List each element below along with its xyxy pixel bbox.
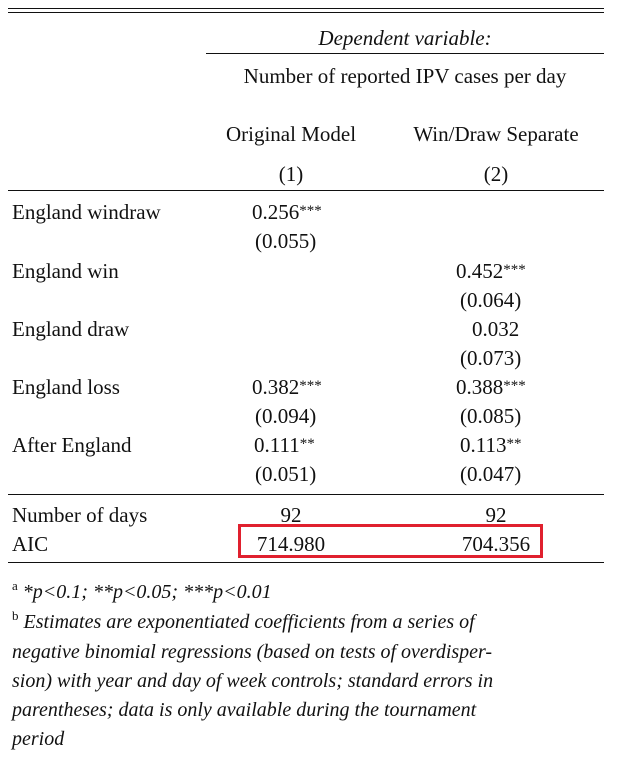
- note-b-line: parentheses; data is only available duri…: [12, 699, 477, 721]
- row-label: England loss: [12, 375, 120, 399]
- coefficients-bottom-rule: [8, 494, 604, 495]
- stat-cell: 92: [485, 503, 507, 527]
- stat-cell: 704.356: [461, 532, 531, 556]
- coef-cell: 0.113**: [460, 433, 522, 457]
- table-notes: a *p<0.1; **p<0.05; ***p<0.01 b Estimate…: [12, 578, 608, 754]
- note-b: b Estimates are exponentiated coefficien…: [12, 608, 475, 633]
- se-cell: (0.055): [255, 229, 317, 253]
- note-a: a *p<0.1; **p<0.05; ***p<0.01: [12, 578, 272, 603]
- stat-cell: 92: [280, 503, 302, 527]
- note-b-line: negative binomial regressions (based on …: [12, 641, 493, 663]
- se-cell: (0.051): [255, 462, 317, 486]
- note-b-line: sion) with year and day of week controls…: [12, 670, 494, 692]
- table-bottom-rule: [8, 562, 604, 563]
- se-cell: (0.085): [460, 404, 522, 428]
- se-cell: (0.073): [460, 346, 522, 370]
- table-top-rule-second: [8, 12, 604, 13]
- coef-cell: 0.256***: [252, 200, 322, 224]
- row-label: England windraw: [12, 200, 161, 224]
- se-cell: (0.064): [460, 288, 522, 312]
- dependent-variable-rule: [206, 53, 604, 54]
- coef-cell: 0.111**: [254, 433, 315, 457]
- coef-cell: 0.388***: [456, 375, 526, 399]
- coef-cell: 0.032: [472, 317, 520, 341]
- dependent-variable-name: Number of reported IPV cases per day: [243, 64, 567, 88]
- se-cell: (0.047): [460, 462, 522, 486]
- column-2-number: (2): [483, 162, 509, 186]
- row-label: England draw: [12, 317, 130, 341]
- stat-label: Number of days: [12, 503, 148, 527]
- aic-highlight-box: [238, 524, 543, 558]
- header-bottom-rule: [8, 190, 604, 191]
- coef-cell: 0.382***: [252, 375, 322, 399]
- stat-label: AIC: [12, 532, 49, 556]
- row-label: After England: [12, 433, 132, 457]
- note-b-line: period: [12, 728, 65, 750]
- column-1-label: Original Model: [225, 122, 357, 146]
- se-cell: (0.094): [255, 404, 317, 428]
- table-top-rule: [8, 8, 604, 9]
- row-label: England win: [12, 259, 119, 283]
- dependent-variable-caption: Dependent variable:: [318, 26, 492, 50]
- column-2-label: Win/Draw Separate: [413, 122, 579, 146]
- column-1-number: (1): [278, 162, 304, 186]
- stat-cell: 714.980: [256, 532, 326, 556]
- coef-cell: 0.452***: [456, 259, 526, 283]
